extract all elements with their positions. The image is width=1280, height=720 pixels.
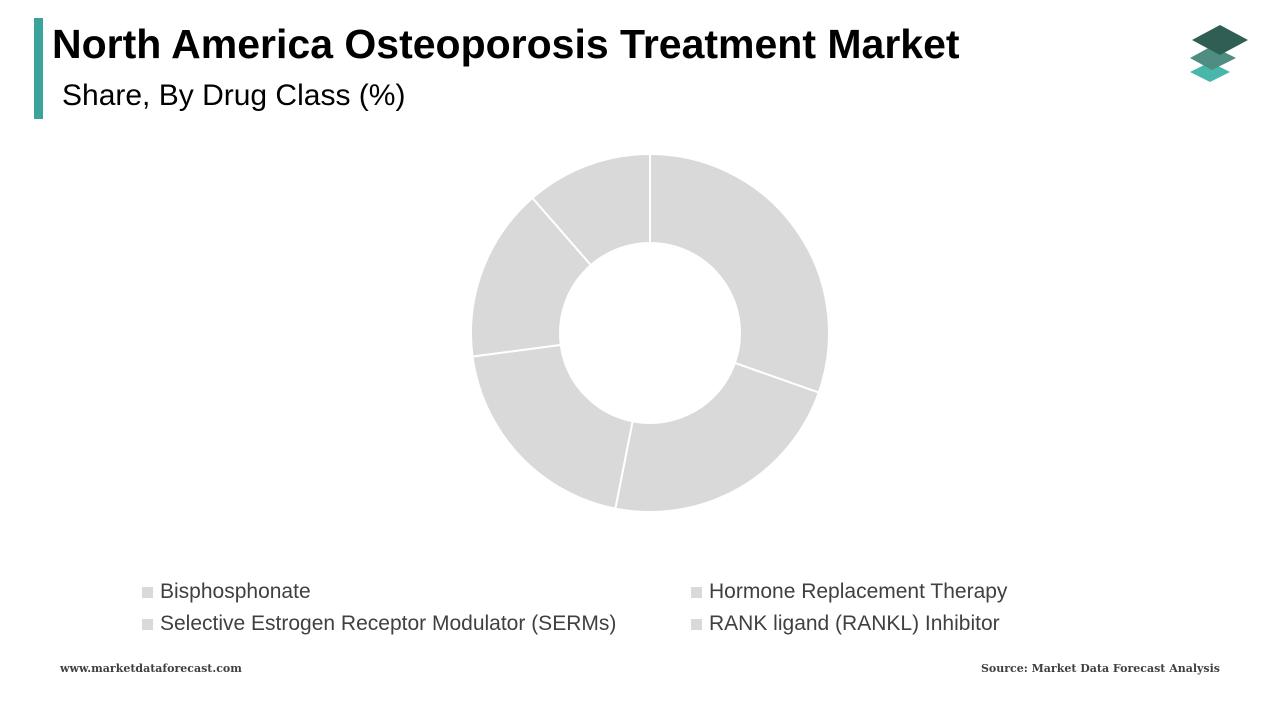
legend-item: Bisphosphonate (142, 576, 311, 608)
logo-layer-middle (1190, 46, 1236, 70)
legend-label: RANK ligand (RANKL) Inhibitor (709, 612, 1000, 635)
page-title: North America Osteoporosis Treatment Mar… (52, 21, 960, 67)
donut-slice-3 (471, 343, 634, 510)
legend-label: Bisphosphonate (160, 580, 311, 603)
chart-legend: Bisphosphonate Hormone Replacement Therap… (142, 576, 1142, 646)
donut-slice-5 (531, 152, 651, 267)
page-subtitle: Share, By Drug Class (%) (62, 79, 406, 112)
legend-label: Hormone Replacement Therapy (709, 580, 1008, 603)
donut-slice-1 (649, 152, 830, 394)
legend-label: Selective Estrogen Receptor Modulator (S… (160, 612, 617, 635)
title-accent-bar (34, 18, 43, 119)
legend-swatch (142, 586, 153, 598)
legend-item: Hormone Replacement Therapy (691, 576, 1007, 608)
donut-slice-2 (614, 361, 821, 513)
legend-swatch (691, 618, 702, 630)
legend-swatch (691, 586, 702, 598)
legend-item: Selective Estrogen Receptor Modulator (S… (142, 608, 616, 640)
donut-chart (470, 152, 830, 513)
legend-item: RANK ligand (RANKL) Inhibitor (691, 608, 1000, 640)
stacked-layers-icon (1190, 25, 1248, 82)
legend-swatch (142, 618, 153, 630)
logo-layer-bottom (1190, 62, 1230, 82)
footer-source: Source: Market Data Forecast Analysis (980, 662, 1220, 675)
footer-website: www.marketdataforecast.com (60, 662, 242, 675)
logo-layer-top (1192, 25, 1248, 55)
